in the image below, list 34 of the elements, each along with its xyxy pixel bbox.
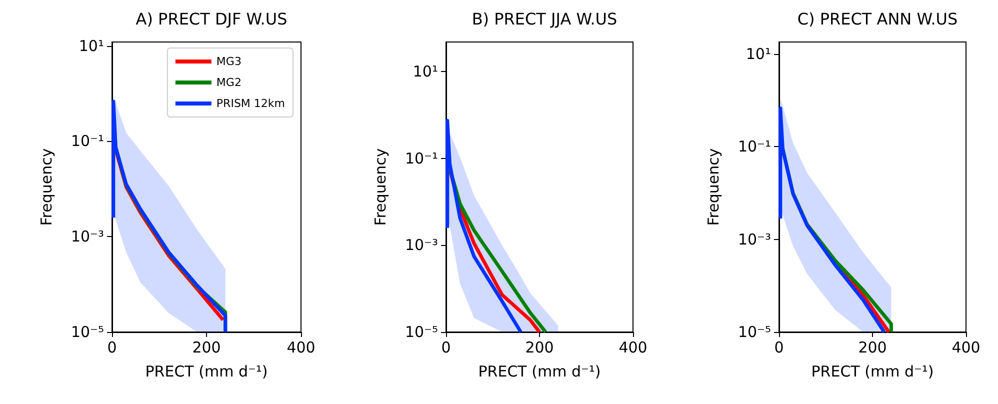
y-axis-title: Frequency (38, 148, 56, 226)
x-axis-title: PRECT (mm d⁻¹) (478, 362, 601, 380)
y-tick-label: 10⁻⁵ (70, 323, 104, 341)
y-tick-label: 10¹ (746, 44, 771, 63)
y-tick-label: 10⁻⁵ (738, 323, 771, 341)
x-tick-label: 200 (525, 338, 554, 356)
y-tick-label: 10⁻³ (404, 236, 438, 254)
x-tick-label: 0 (774, 338, 784, 356)
chart-title: C) PRECT ANN W.US (797, 10, 958, 28)
x-tick-label: 0 (107, 338, 117, 356)
y-axis-title: Frequency (372, 148, 390, 226)
y-tick-label: 10⁻¹ (70, 132, 104, 150)
x-tick-label: 400 (618, 338, 648, 356)
chart-title: A) PRECT DJF W.US (136, 10, 288, 28)
x-axis-title: PRECT (mm d⁻¹) (811, 362, 934, 380)
y-tick-label: 10¹ (412, 62, 438, 81)
line-series (446, 118, 523, 334)
y-tick-label: 10⁻³ (70, 228, 104, 246)
legend-label: MG2 (216, 76, 242, 89)
x-tick-label: 200 (858, 338, 887, 356)
x-tick-label: 200 (192, 338, 221, 356)
y-tick-label: 10⁻³ (738, 230, 771, 248)
y-tick-label: 10⁻⁵ (404, 323, 438, 341)
legend-label: MG3 (216, 55, 242, 68)
chart-title: B) PRECT JJA W.US (472, 10, 618, 28)
x-tick-label: 0 (441, 338, 451, 356)
x-tick-label: 400 (952, 338, 980, 356)
x-tick-label: 400 (286, 338, 316, 356)
x-axis-title: PRECT (mm d⁻¹) (145, 362, 268, 380)
y-tick-label: 10⁻¹ (404, 149, 438, 168)
y-tick-label: 10¹ (78, 36, 104, 55)
y-tick-label: 10⁻¹ (738, 138, 771, 156)
y-axis-title: Frequency (704, 148, 722, 226)
legend-label: PRISM 12km (216, 97, 286, 110)
